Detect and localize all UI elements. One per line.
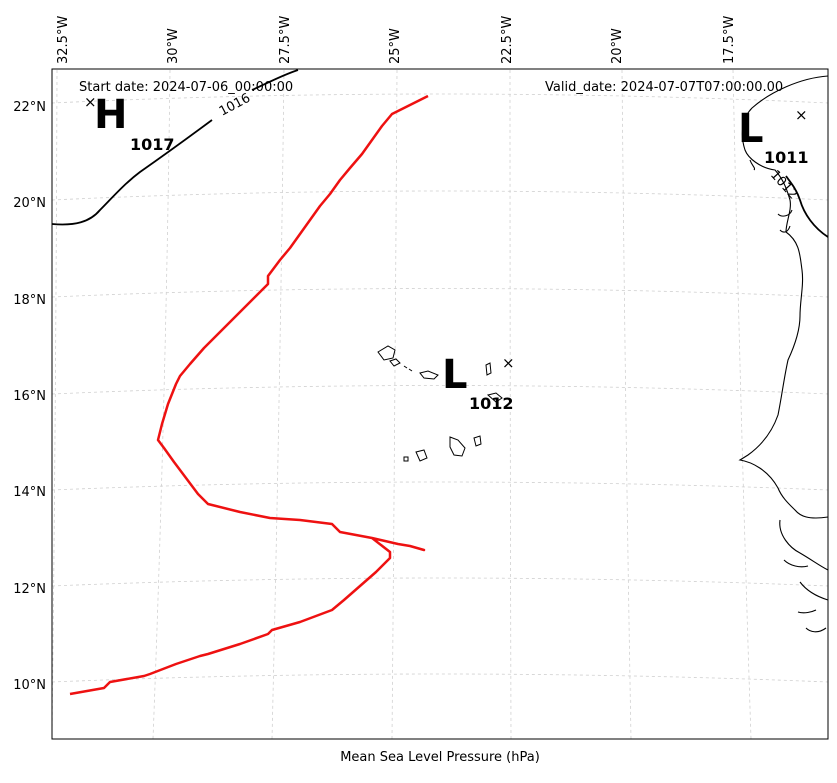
contour-label-1016: 1016 (217, 91, 253, 120)
low-pressure-value: 1011 (764, 148, 809, 167)
isobars (51, 69, 829, 238)
lat-label: 22°N (13, 100, 46, 115)
lon-label: 17.5°W (722, 16, 737, 64)
map-frame (51, 68, 829, 740)
lon-label: 30°W (166, 28, 181, 64)
start-date-label: Start date: 2024-07-06_00:00:00 (79, 80, 293, 95)
cape-verde-islands (377, 345, 503, 462)
low-pressure-symbol: L (738, 106, 764, 152)
lon-label: 25°W (388, 28, 403, 64)
high-pressure-value: 1017 (130, 135, 175, 154)
valid-date-label: Valid_date: 2024-07-07T07:00:00.00 (545, 80, 783, 95)
lat-label: 18°N (13, 293, 46, 308)
low-pressure-symbol: L (442, 352, 468, 398)
lat-label: 20°N (13, 196, 46, 211)
center-marker-icon: × (84, 93, 97, 111)
contour-label-1012: 1012 (767, 168, 800, 203)
latitude-labels: 22°N 20°N 18°N 16°N 14°N 12°N 10°N (13, 100, 46, 693)
low-pressure-value: 1012 (469, 394, 514, 413)
lon-label: 32.5°W (56, 16, 71, 64)
storm-track (69, 94, 429, 696)
lon-label: 20°W (610, 28, 625, 64)
graticule (51, 69, 829, 740)
lat-label: 10°N (13, 678, 46, 693)
lat-label: 14°N (13, 485, 46, 500)
lat-label: 12°N (13, 582, 46, 597)
center-marker-icon: × (502, 354, 515, 372)
isobar-1016-upper (251, 69, 299, 91)
isobar-1016 (51, 119, 213, 226)
x-axis-label: Mean Sea Level Pressure (hPa) (340, 750, 540, 765)
lat-label: 16°N (13, 389, 46, 404)
high-pressure-symbol: H (94, 92, 127, 138)
lon-label: 27.5°W (278, 16, 293, 64)
longitude-labels: 32.5°W 30°W 27.5°W 25°W 22.5°W 20°W 17.5… (56, 16, 737, 64)
lon-label: 22.5°W (500, 16, 515, 64)
coastline (738, 75, 829, 633)
center-marker-icon: × (795, 106, 808, 124)
isobar-1012 (785, 175, 829, 238)
